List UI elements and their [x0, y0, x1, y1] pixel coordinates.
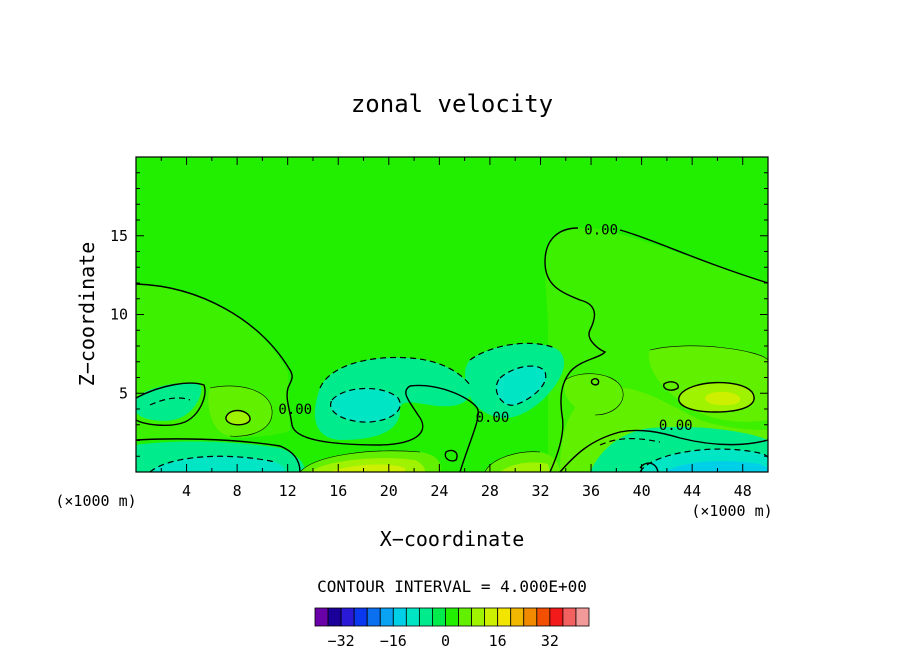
- x-tick-label: 24: [430, 482, 448, 500]
- neg-center-core-2: [496, 366, 546, 406]
- colorbar-swatch: [484, 607, 499, 627]
- colorbar-swatch: [536, 607, 551, 627]
- contour-label: 0.00: [278, 402, 312, 418]
- y-axis-label: Z−coordinate: [75, 242, 99, 387]
- colorbar-swatch: [418, 607, 433, 627]
- neg-contour-2: [495, 365, 547, 406]
- x-tick-label: 28: [481, 482, 499, 500]
- zero-contour-small-1: [590, 378, 600, 386]
- contour-label: 0.00: [659, 418, 693, 434]
- x-tick-label: 48: [734, 482, 752, 500]
- colorbar-swatch: [549, 607, 564, 627]
- zero-contour-small-2: [663, 381, 679, 391]
- colorbar-swatch: [327, 607, 342, 627]
- colorbar-swatch: [445, 607, 459, 627]
- neg-contour-8: [149, 397, 191, 406]
- y-axis: 5 10 15: [110, 172, 768, 457]
- colorbar-swatch: [353, 607, 368, 627]
- colorbar-tick-label: 0: [441, 632, 450, 650]
- pos-bottom-center-2b: [500, 462, 550, 472]
- neg-contour-1: [330, 387, 401, 423]
- x-tick-label: 4: [182, 482, 191, 500]
- x-tick-label: 12: [279, 482, 297, 500]
- colorbar-swatch: [523, 607, 538, 627]
- x-tick-label: 44: [683, 482, 701, 500]
- neg-center-core-1: [330, 388, 401, 423]
- zero-contour-blob-left: [225, 409, 251, 426]
- x-axis-label: X−coordinate: [380, 527, 525, 551]
- neg-contour-5: [149, 455, 276, 472]
- x-tick-label: 20: [380, 482, 398, 500]
- colorbar-swatch: [432, 607, 446, 627]
- colorbar-swatch: [340, 607, 355, 627]
- colorbar-swatch: [314, 607, 329, 627]
- zero-contour-upper: [544, 227, 768, 284]
- colorbar-swatch: [510, 607, 525, 627]
- x-tick-label: 16: [329, 482, 347, 500]
- y-tick-label: 10: [110, 306, 128, 324]
- contour-interval-label: CONTOUR INTERVAL = 4.000E+00: [317, 577, 587, 596]
- colorbar-swatch: [405, 607, 420, 627]
- thin-contour-2: [209, 385, 273, 437]
- thin-contour-4: [299, 450, 421, 472]
- colorbar: [314, 607, 590, 627]
- colorbar-swatch: [562, 607, 577, 627]
- thin-contour-1: [649, 345, 768, 361]
- zero-contour-low-left: [136, 382, 206, 427]
- zero-contour-left: [136, 283, 479, 472]
- x-tick-label: 36: [582, 482, 600, 500]
- colorbar-swatch: [471, 607, 486, 627]
- contour-lines: [136, 227, 768, 472]
- colorbar-tick-label: 16: [489, 632, 507, 650]
- y-tick-label: 15: [110, 227, 128, 245]
- zero-contour-small-3: [444, 449, 458, 462]
- thin-contour-5: [484, 451, 541, 472]
- colorbar-swatch: [366, 607, 381, 627]
- colorbar-tick-label: −32: [328, 632, 355, 650]
- pos-right-blob-core: [705, 391, 741, 406]
- band-light-blob-center: [564, 373, 624, 415]
- colorbar-tick-label: −16: [380, 632, 407, 650]
- zero-contour-upper-trail: [544, 261, 607, 472]
- zero-contour-right-blob: [678, 381, 755, 413]
- x-tick-label: 32: [531, 482, 549, 500]
- neg-bottom-left-core: [150, 456, 285, 472]
- pos-bottom-center-1c: [330, 464, 405, 472]
- pos-left-blob: [225, 410, 251, 425]
- x-tick-label: 8: [233, 482, 242, 500]
- neg-contour-6: [639, 448, 768, 472]
- colorbar-tick-label: 32: [541, 632, 559, 650]
- zero-contour-bottom-right: [559, 429, 768, 472]
- contour-labels: 0.00 0.00 0.00 0.00: [278, 222, 693, 434]
- colorbar-labels: −32 −16 0 16 32: [328, 632, 559, 650]
- x-axis: 4 8 12 16 20 24 28 32 36 40 44 48: [160, 157, 752, 500]
- neg-left-upper: [136, 383, 202, 421]
- neg-contour-7: [599, 438, 661, 446]
- zero-contour-bottom-left: [136, 438, 301, 472]
- x-unit-right: (×1000 m): [691, 502, 772, 520]
- negative-contours: [149, 342, 768, 472]
- plot-area: 0.00 0.00 0.00 0.00: [136, 157, 768, 472]
- y-tick-label: 5: [119, 384, 128, 402]
- x-tick-label: 40: [633, 482, 651, 500]
- contour-label: 0.00: [476, 410, 510, 426]
- neg-contour-4: [469, 342, 556, 361]
- colorbar-swatch: [497, 607, 512, 627]
- neg-contour-3: [319, 356, 471, 389]
- colorbar-swatch: [575, 607, 590, 627]
- contour-label: 0.00: [584, 222, 618, 238]
- colorbar-swatch: [379, 607, 394, 627]
- chart-title: zonal velocity: [351, 90, 553, 118]
- colorbar-swatch: [458, 607, 472, 627]
- x-unit-left: (×1000 m): [55, 492, 136, 510]
- colorbar-swatch: [392, 607, 407, 627]
